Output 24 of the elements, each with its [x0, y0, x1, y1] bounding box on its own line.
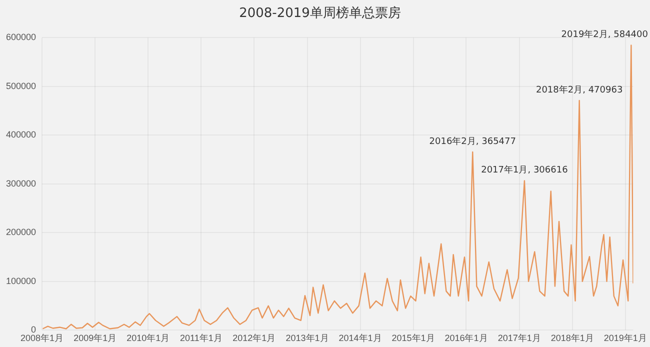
annotation: 2016年2月, 365477: [429, 136, 516, 147]
x-tick-label: 2017年1月: [498, 333, 541, 344]
chart-title: 2008-2019单周榜单总票房: [239, 5, 401, 22]
annotation: 2017年1月, 306616: [481, 164, 568, 176]
y-tick-label: 500000: [6, 80, 36, 91]
y-tick-label: 0: [31, 324, 36, 335]
x-tick-label: 2013年1月: [286, 333, 329, 344]
y-tick-label: 300000: [6, 178, 36, 188]
x-tick-label: 2011年1月: [180, 333, 222, 344]
x-tick-label: 2012年1月: [232, 333, 276, 344]
annotation: 2018年2月, 470963: [536, 84, 623, 96]
x-tick-label: 2016年1月: [444, 333, 488, 344]
x-tick-label: 2009年1月: [74, 333, 117, 344]
y-tick-label: 400000: [6, 130, 36, 140]
y-tick-label: 100000: [6, 276, 36, 286]
y-tick-label: 200000: [6, 227, 36, 238]
x-tick-label: 2010年1月: [126, 333, 170, 344]
y-tick-label: 600000: [6, 32, 36, 42]
x-tick-label: 2019年1月: [604, 333, 647, 344]
x-tick-label: 2015年1月: [392, 333, 435, 344]
x-tick-label: 2018年1月: [550, 333, 594, 344]
x-tick-label: 2014年1月: [338, 333, 382, 344]
x-tick-label: 2008年1月: [20, 333, 64, 344]
annotation: 2019年2月, 584400: [561, 29, 648, 40]
